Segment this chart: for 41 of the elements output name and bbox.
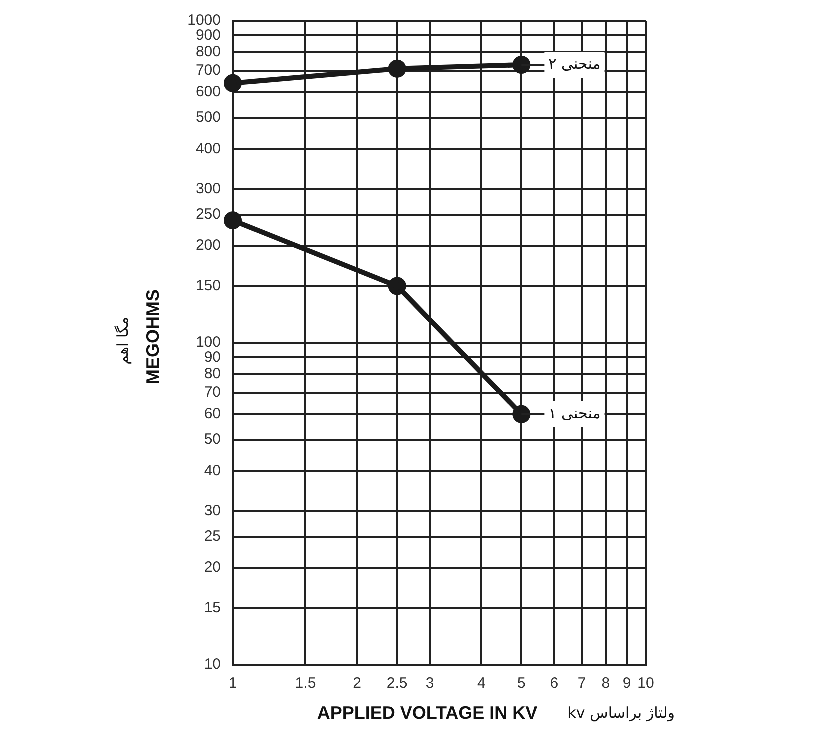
y-tick-label: 60 (204, 406, 221, 423)
x-tick-label: 2.5 (386, 675, 408, 692)
y-tick-label: 500 (196, 109, 221, 126)
y-tick-label: 80 (204, 365, 221, 382)
x-tick-label: 1 (228, 675, 238, 692)
y-tick-label: 20 (204, 559, 221, 576)
x-axis-title: APPLIED VOLTAGE IN KV (317, 702, 538, 723)
x-tick-label: 10 (638, 675, 654, 692)
y-axis-title: MEGOHMS (142, 289, 163, 385)
y-tick-label: 70 (204, 384, 221, 402)
y-tick-label: 300 (196, 180, 221, 198)
y-tick-label: 900 (196, 26, 221, 44)
y-tick-label: 10 (204, 656, 221, 674)
text: ولتاژ براساس kv (568, 704, 676, 722)
x-tick-label: 3 (426, 675, 434, 692)
x-tick-label: 9 (622, 675, 632, 692)
x-tick-label: 7 (578, 675, 586, 692)
legend-label: منحنی ۲ (548, 54, 601, 73)
y-tick-label: 15 (204, 599, 221, 616)
y-tick-label: 25 (204, 528, 221, 546)
y-tick-label: 200 (196, 237, 221, 254)
text: مگا اهم (114, 317, 132, 365)
y-tick-label: 100 (196, 334, 221, 352)
y-tick-label: 700 (196, 62, 221, 80)
x-tick-label: 2 (353, 675, 362, 692)
y-tick-label: 600 (196, 84, 221, 101)
y-tick-label: 150 (196, 277, 221, 294)
y-tick-label: 250 (196, 206, 221, 224)
legend-label: منحنی ۱ (548, 404, 601, 422)
x-tick-label: 1.5 (295, 675, 316, 692)
x-tick-label: 5 (518, 675, 526, 692)
x-tick-label: 4 (477, 675, 486, 692)
x-tick-label: 8 (602, 675, 610, 692)
y-tick-label: 40 (204, 462, 221, 480)
y-tick-label: 50 (204, 431, 221, 448)
y-tick-label: 1000 (188, 12, 221, 30)
x-tick-label: 6 (550, 675, 559, 692)
y-tick-label: 30 (204, 502, 221, 520)
y-tick-label: 400 (196, 140, 221, 158)
y-tick-label: 90 (204, 348, 221, 366)
y-tick-label: 800 (196, 43, 221, 60)
